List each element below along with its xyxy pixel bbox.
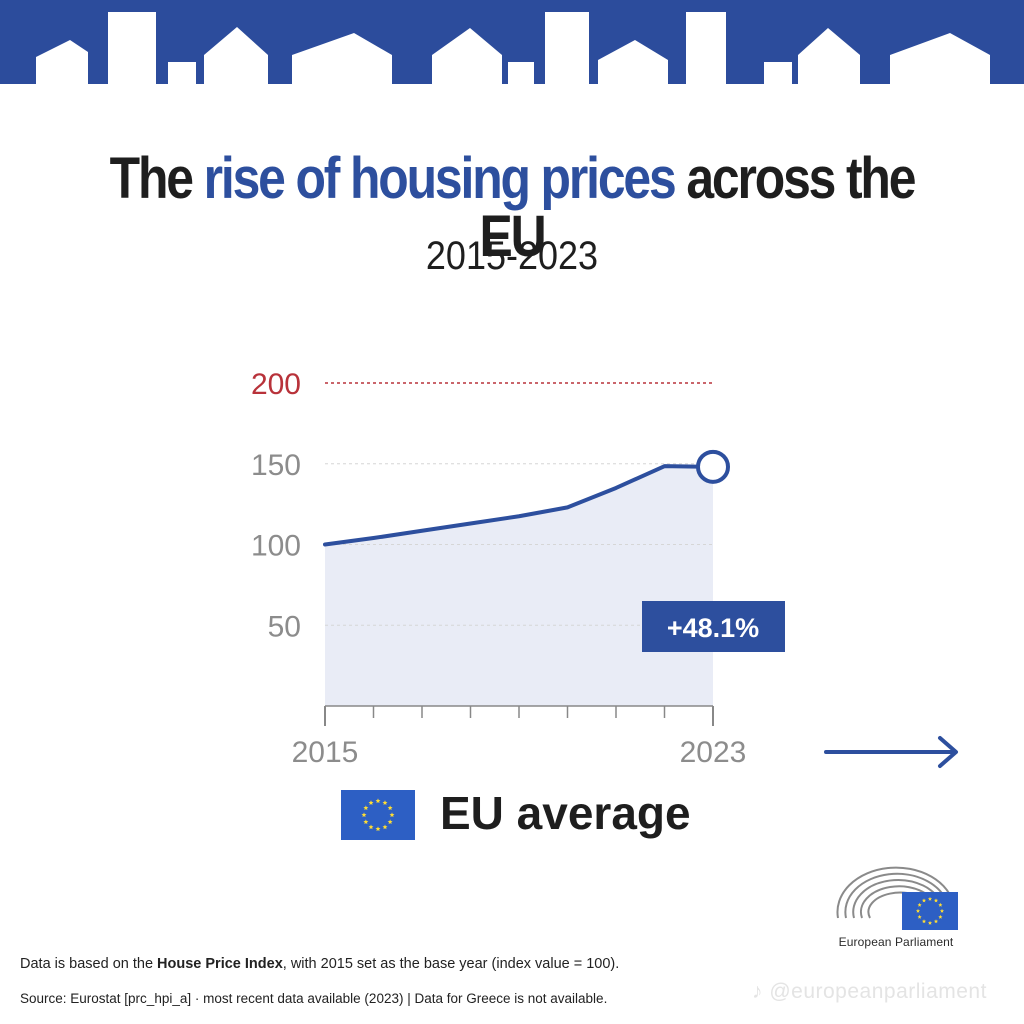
legend-label: EU average [440,787,691,839]
annotation-label: +48.1% [667,613,759,643]
footnote: Data is based on the House Price Index, … [20,956,619,972]
star-icon [933,919,939,924]
star-icon [375,826,381,832]
y-tick-label: 50 [268,610,301,643]
chart-subtitle: 2015-2023 [425,234,599,278]
x-tick-label: 2023 [680,736,747,769]
star-icon [921,898,927,903]
title-part2: across the EU [479,146,916,269]
series-line-eu-average [323,464,715,547]
star-icon [375,798,381,804]
source-line: Source: Eurostat [prc_hpi_a] · most rece… [20,991,608,1006]
star-icon [921,919,927,924]
y-tick-label: 150 [251,449,301,482]
star-icon [361,812,367,818]
chart-title: The rise of housing prices across the EU [72,150,953,266]
star-icon [387,819,393,825]
star-icon [938,914,943,919]
star-icon [915,908,921,913]
star-icon [939,908,945,913]
watermark: ♪ @europeanparliament [752,980,987,1003]
hemicycle-icon [836,866,958,930]
star-icon [387,805,393,811]
footnote-prefix: Data is based on the [20,956,158,972]
x-tick-label: 2015 [292,736,359,769]
footnote-bold: House Price Index [157,956,283,972]
star-icon [382,800,388,805]
skyline-banner [0,0,1024,84]
logo-label: European Parliament [838,935,954,949]
title-part1: The [109,146,204,211]
star-icon [363,805,369,811]
footnote-suffix: , with 2015 set as the base year (index … [282,956,620,972]
star-icon [927,896,933,901]
star-icon [917,914,922,919]
eu-flag-icon [341,790,415,840]
star-icon [382,824,388,830]
annotation-badge [642,601,785,652]
star-icon [363,819,369,825]
star-icon [368,800,374,805]
area-fill [325,466,713,706]
star-icon [389,812,395,818]
star-icon [917,902,922,907]
star-icon [938,902,943,907]
star-icon [368,824,374,830]
star-icon [927,920,933,925]
star-icon [933,898,939,903]
y-tick-label: 200 [251,368,301,401]
title-highlight: rise of housing prices [203,146,677,211]
arrow-head-icon [938,736,958,768]
end-point-marker [696,449,730,484]
y-tick-label: 100 [251,530,301,563]
